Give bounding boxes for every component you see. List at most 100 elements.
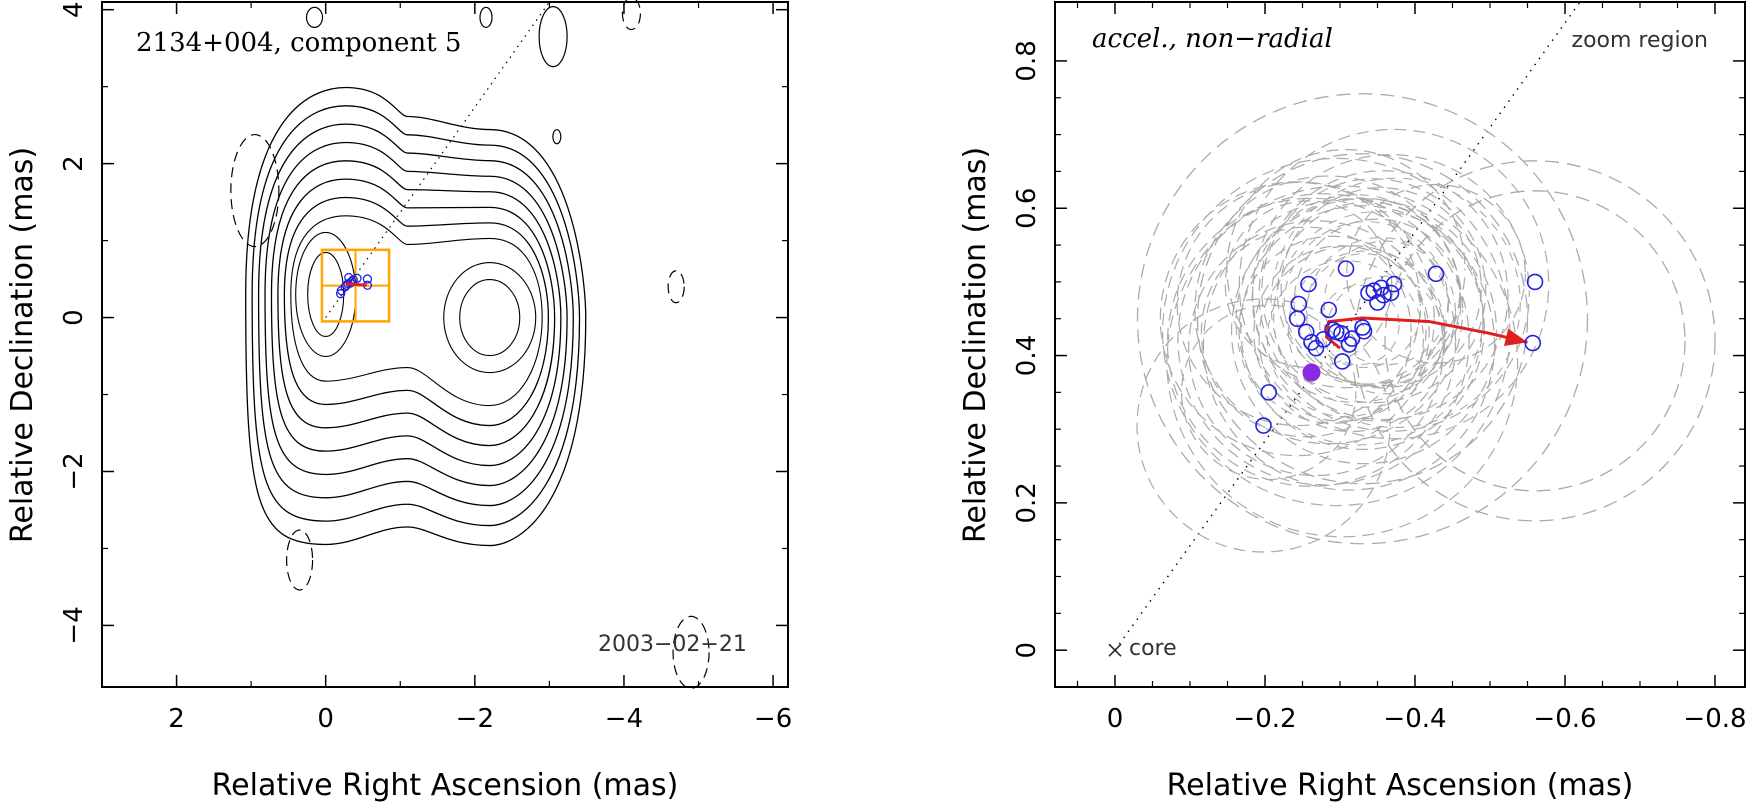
- component-point: [344, 272, 354, 283]
- uncertainty-circle: [1238, 235, 1427, 424]
- uncertainty-circle: [1177, 193, 1470, 486]
- noise-contour: [621, 0, 642, 31]
- y-tick-label: −4: [59, 606, 89, 644]
- component-point: [1255, 417, 1272, 434]
- right-ticks: 0 −0.2 −0.4 −0.6 −0.8 0 0.2 0.4 0.6 0.8: [1012, 2, 1747, 734]
- x-tick-label: −4: [605, 704, 643, 734]
- trajectory-arrowhead: [1504, 328, 1528, 347]
- left-plot-area: [230, 0, 710, 689]
- component-point: [1385, 275, 1403, 293]
- uncertainty-circle-large: [1354, 160, 1716, 522]
- x-tick-label: 0: [1107, 704, 1124, 734]
- component-point: [1365, 282, 1383, 300]
- contour-level: [290, 215, 543, 407]
- uncertainty-circle-inner: [1270, 177, 1521, 428]
- x-tick-label: 0: [317, 704, 334, 734]
- contour-level: [295, 231, 537, 374]
- contour-level: [264, 141, 568, 487]
- right-x-axis-label: Relative Right Ascension (mas): [1167, 768, 1634, 803]
- noise-contour: [230, 133, 280, 248]
- left-title: 2134+004, component 5: [136, 28, 461, 58]
- y-tick-label: −2: [59, 452, 89, 490]
- uncertainty-circle: [1224, 200, 1393, 368]
- y-tick-label: 2: [59, 155, 89, 172]
- uncertainty-circle: [1166, 197, 1457, 487]
- component-point: [1290, 295, 1308, 313]
- component-point: [1526, 273, 1544, 291]
- y-tick-label: 0.4: [1012, 335, 1042, 376]
- right-clipped-layer: [1114, 2, 1716, 651]
- component-point: [1375, 286, 1392, 304]
- uncertainty-circle-large: [1196, 153, 1529, 485]
- uncertainty-circle: [1253, 245, 1430, 422]
- noise-contour: [285, 529, 314, 591]
- component-point: [1315, 331, 1332, 348]
- uncertainty-circle: [1194, 175, 1464, 445]
- uncertainty-circle: [1166, 185, 1519, 538]
- noise-contour: [672, 615, 710, 689]
- contour-level: [283, 196, 550, 427]
- x-tick-label: −6: [754, 704, 792, 734]
- uncertainty-circle-inner: [1283, 221, 1450, 387]
- right-axes-frame: [1054, 1, 1746, 688]
- uncertainty-circle: [1258, 170, 1509, 421]
- uncertainty-circle-inner: [1266, 260, 1424, 418]
- contour-level: [270, 160, 562, 467]
- uncertainty-circle: [1261, 178, 1487, 404]
- y-tick-label: 0: [1012, 642, 1042, 659]
- uncertainty-circle: [1181, 304, 1357, 481]
- component-point: [1300, 275, 1317, 293]
- trajectory-path: [1325, 316, 1528, 350]
- x-tick-label: −0.4: [1383, 704, 1446, 734]
- component-point: [1297, 323, 1315, 341]
- component-point: [1372, 279, 1390, 297]
- x-tick-label: −0.6: [1533, 704, 1596, 734]
- x-tick-label: −2: [456, 704, 494, 734]
- uncertainty-circle: [1226, 149, 1466, 389]
- y-tick-label: 0.8: [1012, 40, 1042, 81]
- right-panel: 0 −0.2 −0.4 −0.6 −0.8 0 0.2 0.4 0.6 0.8 accel., n…: [958, 1, 1747, 803]
- component-point: [1324, 321, 1341, 339]
- noise-contour: [538, 6, 568, 68]
- x-tick-label: −0.2: [1233, 704, 1296, 734]
- contour-level: [307, 252, 521, 357]
- contour-level: [245, 86, 587, 547]
- component-point: [1524, 334, 1542, 352]
- component-point: [1303, 333, 1320, 351]
- component-point: [362, 274, 373, 284]
- left-y-axis-label: Relative Declination (mas): [5, 147, 40, 543]
- component-point: [1320, 301, 1338, 319]
- uncertainty-circle: [1293, 218, 1462, 387]
- uncertainty-circle-inner: [1323, 240, 1449, 366]
- core-label: core: [1129, 636, 1177, 661]
- uncertainty-circle-inner: [1251, 194, 1461, 403]
- y-tick-label: 0: [59, 309, 89, 326]
- uncertainty-circle: [1240, 205, 1485, 450]
- left-axes-frame: [101, 1, 789, 688]
- right-title: accel., non−radial: [1092, 24, 1333, 54]
- uncertainty-circle: [1136, 298, 1391, 553]
- zoom-region-label: zoom region: [1572, 28, 1708, 53]
- component-point: [1260, 384, 1278, 401]
- uncertainty-circle: [1200, 226, 1412, 438]
- uncertainty-circle-inner: [1306, 253, 1422, 368]
- left-ticks: 2 0 −2 −4 −6 −4 −2 0 2 4: [59, 1, 792, 734]
- uncertainty-circle: [1280, 187, 1482, 389]
- component-point: [1427, 265, 1445, 283]
- component-point: [1288, 310, 1306, 328]
- uncertainty-circle: [1276, 201, 1461, 385]
- uncertainty-circle: [1258, 245, 1446, 433]
- noise-contour: [305, 6, 324, 28]
- contour-level: [257, 123, 574, 507]
- y-tick-label: 0.6: [1012, 188, 1042, 229]
- uncertainty-circle-inner: [1287, 250, 1445, 408]
- x-tick-label: −0.8: [1683, 704, 1746, 734]
- contour-level: [251, 105, 581, 527]
- right-plot-area: [1108, 2, 1716, 657]
- uncertainty-circle-large: [1384, 190, 1686, 492]
- component-point: [1337, 260, 1355, 277]
- trajectory-arrow: [346, 282, 367, 287]
- uncertainty-circle: [1202, 198, 1496, 491]
- reference-point: [1302, 363, 1321, 382]
- uncertainty-circle: [1159, 181, 1435, 457]
